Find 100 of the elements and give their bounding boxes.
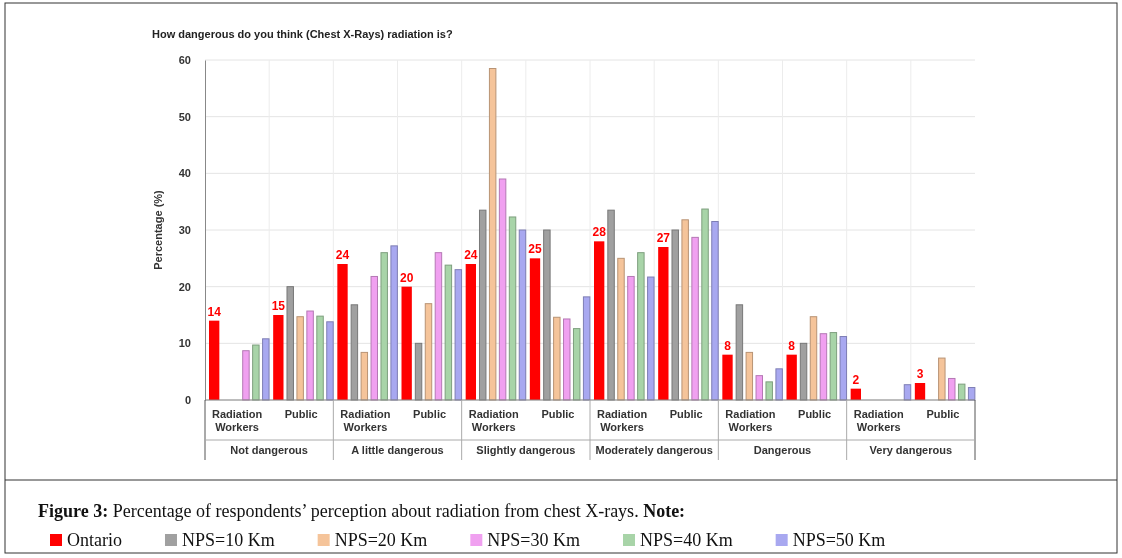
text: A little dangerous [351, 444, 444, 456]
bar [498, 178, 507, 401]
text: Very dangerous [869, 444, 953, 456]
bar [671, 229, 679, 401]
y-tick-label: 0 [184, 394, 191, 407]
bar [414, 342, 423, 401]
x-tick-label: Public [669, 408, 703, 420]
data-label: 8 [724, 338, 732, 353]
bar [839, 336, 848, 401]
data-label: 24 [335, 248, 350, 262]
bar [627, 275, 635, 401]
bar [370, 275, 378, 401]
bar [967, 387, 976, 401]
data-label: 28 [592, 225, 607, 240]
legend-label: NPS=20 Km [334, 530, 428, 550]
bar [424, 303, 433, 401]
bar [273, 315, 284, 400]
bar [745, 351, 754, 401]
bar [582, 296, 591, 401]
bar [809, 316, 818, 401]
bar [209, 320, 220, 400]
bar [444, 264, 453, 401]
data-label: 15 [271, 299, 286, 313]
bar [799, 342, 808, 401]
bar [242, 350, 250, 401]
legend-label: Ontario [67, 530, 122, 550]
bar [350, 304, 359, 401]
x-tick-label: Radiation Workers [468, 408, 520, 433]
bar [594, 241, 605, 400]
data-label: 25 [528, 242, 542, 257]
y-tick-label: 60 [178, 54, 191, 67]
x-tick-label: Public [798, 408, 832, 420]
bar [637, 252, 645, 401]
bar [454, 269, 463, 401]
bar [765, 381, 773, 401]
bar [401, 286, 412, 400]
data-label: 24 [464, 248, 478, 262]
y-tick-label: 30 [178, 224, 191, 237]
x-tick-label: Public [284, 408, 318, 420]
bar [948, 377, 956, 401]
data-label: 2 [852, 372, 860, 387]
bar [326, 321, 334, 401]
bar [390, 245, 398, 401]
x-tick-label: Radiation Workers [597, 408, 648, 433]
bar [553, 316, 561, 401]
bar [518, 229, 527, 401]
bar [529, 258, 541, 400]
x-tick-label: Radiation Workers [340, 408, 391, 433]
bar [286, 286, 294, 401]
x-tick-label: Public [926, 408, 960, 420]
y-tick-label: 20 [178, 280, 191, 293]
legend-label: NPS=10 Km [181, 530, 275, 550]
legend-label: NPS=50 Km [792, 530, 886, 550]
bar [957, 383, 966, 401]
x-tick-label: Radiation Workers [212, 408, 263, 433]
bar [735, 304, 744, 401]
bar [647, 276, 655, 401]
bar [701, 208, 709, 401]
bar [563, 318, 571, 401]
bar [262, 338, 270, 401]
bar [914, 383, 926, 400]
bar [316, 315, 324, 401]
y-tick-label: 10 [178, 337, 191, 350]
bar [380, 252, 388, 401]
data-label: 20 [399, 270, 414, 285]
caption: Figure 3: Percentage of respondents’ perception about radiation from chest X-rays. Note: [38, 501, 686, 521]
bar [755, 375, 763, 401]
bar [360, 351, 369, 401]
bar [681, 219, 689, 401]
x-tick-label: Public [413, 408, 447, 420]
bar [691, 236, 699, 401]
bar [478, 209, 487, 401]
bar [786, 354, 797, 400]
bar [296, 316, 304, 401]
bar [775, 368, 783, 401]
bar [938, 357, 946, 401]
x-tick-label: Radiation Workers [725, 408, 776, 433]
y-tick-label: 40 [178, 167, 191, 180]
bar [488, 68, 497, 401]
data-label: 14 [207, 304, 222, 319]
bar [617, 257, 625, 401]
bar [543, 229, 551, 401]
legend-label: NPS=30 Km [487, 530, 580, 550]
bar [572, 328, 581, 401]
bar [306, 310, 314, 401]
text: Dangerous [753, 444, 812, 456]
bar [829, 332, 838, 401]
x-tick-label: Public [541, 408, 575, 420]
text: Not dangerous [230, 444, 308, 456]
text: Moderately dangerous [595, 444, 713, 456]
bar [722, 354, 733, 400]
data-label: 27 [656, 231, 671, 245]
x-tick-label: Radiation Workers [853, 408, 905, 433]
y-tick-label: 50 [178, 110, 191, 123]
legend-label: NPS=40 Km [640, 530, 733, 550]
bar [607, 209, 615, 401]
data-label: 3 [916, 367, 924, 381]
bar [711, 221, 719, 401]
bar [337, 264, 348, 400]
bar [658, 247, 669, 400]
